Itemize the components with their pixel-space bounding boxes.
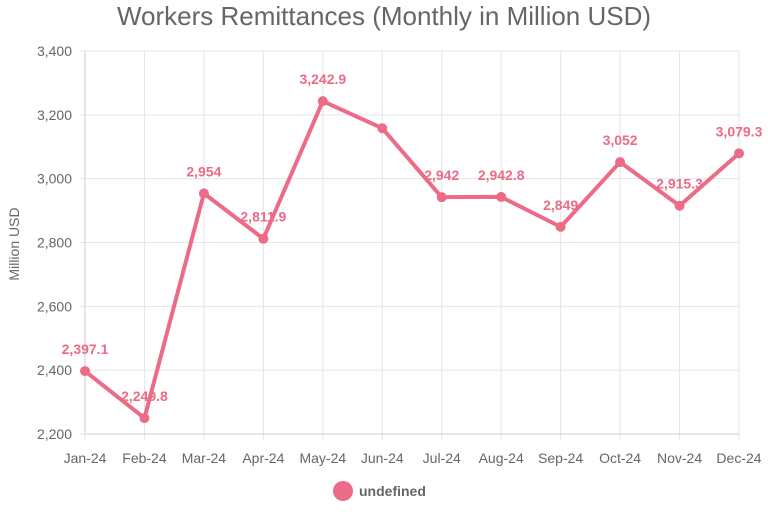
data-label-layer: 2,397.1 2,249.8 2,954 2,811.9 3,242.9 2,942 2,… [62, 71, 763, 404]
data-point[interactable] [198, 188, 209, 199]
data-label: 2,249.8 [121, 388, 168, 404]
data-point[interactable] [615, 157, 626, 168]
y-tick-label: 2,200 [37, 426, 72, 442]
data-point[interactable] [496, 191, 507, 202]
data-point[interactable] [258, 233, 269, 244]
x-tick-label: Dec-24 [716, 450, 761, 466]
x-tick-label: Jul-24 [423, 450, 461, 466]
chart-title: Workers Remittances (Monthly in Million … [117, 1, 651, 31]
data-point[interactable] [436, 192, 447, 203]
y-axis-label: Million USD [6, 207, 22, 280]
data-label: 2,942.8 [478, 167, 525, 183]
data-point[interactable] [734, 148, 744, 159]
y-tick-label: 3,200 [37, 107, 72, 123]
data-point[interactable] [317, 96, 328, 107]
data-label: 2,397.1 [62, 341, 109, 357]
x-tick-label: Jan-24 [64, 450, 107, 466]
x-tick-label: Aug-24 [479, 450, 524, 466]
data-label: 3,079.3 [716, 123, 763, 139]
legend-label: undefined [359, 483, 426, 499]
data-label: 2,942 [424, 167, 459, 183]
legend[interactable]: undefined [333, 481, 426, 501]
data-point[interactable] [139, 413, 150, 424]
data-label: 2,954 [186, 163, 221, 179]
x-tick-label: May-24 [299, 450, 346, 466]
data-point[interactable] [674, 200, 685, 211]
x-tick-label: Nov-24 [657, 450, 702, 466]
grid-layer [84, 50, 740, 440]
y-tick-label: 3,000 [37, 171, 72, 187]
y-tick-label: 2,400 [37, 362, 72, 378]
x-tick-label: Sep-24 [538, 450, 583, 466]
data-label: 2,811.9 [240, 209, 286, 225]
data-point[interactable] [555, 221, 566, 232]
data-label: 3,052 [603, 132, 638, 148]
data-label: 3,242.9 [299, 71, 346, 87]
data-label: 2,915.3 [656, 176, 703, 192]
y-tick-label: 2,800 [37, 235, 72, 251]
y-tick-label: 2,600 [37, 298, 72, 314]
x-tick-label: Apr-24 [242, 450, 284, 466]
series-layer [80, 96, 744, 424]
x-tick-label: Mar-24 [182, 450, 227, 466]
x-tick-label: Jun-24 [361, 450, 404, 466]
legend-swatch [333, 481, 353, 501]
series-line [83, 99, 741, 421]
data-label: 2,849 [543, 197, 578, 213]
axis-layer: 2,200 2,400 2,600 2,800 3,000 3,200 3,400 Jan-2… [37, 43, 762, 466]
x-tick-label: Oct-24 [599, 450, 641, 466]
x-tick-label: Feb-24 [122, 450, 167, 466]
y-tick-label: 3,400 [37, 43, 72, 59]
data-point[interactable] [80, 366, 90, 377]
data-point[interactable] [377, 123, 388, 134]
